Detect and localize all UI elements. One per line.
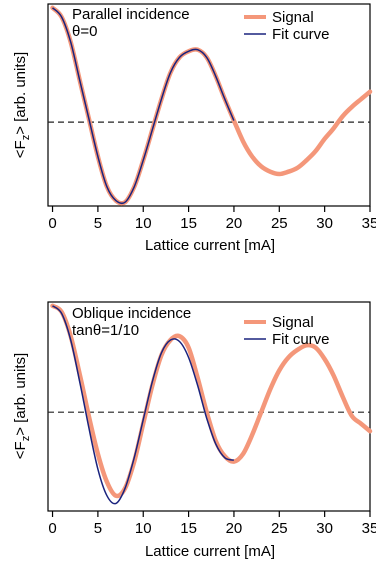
x-tick-label: 35 bbox=[362, 520, 376, 537]
legend-fit-curve-label: Fit curve bbox=[272, 26, 330, 43]
annotation-line-1: Oblique incidence bbox=[72, 305, 191, 322]
legend: Signal Fit curve bbox=[244, 9, 330, 43]
x-tick-label: 5 bbox=[94, 215, 102, 232]
x-axis-label: Lattice current [mA] bbox=[145, 543, 275, 560]
x-tick-label: 15 bbox=[180, 215, 197, 232]
x-tick-label: 20 bbox=[226, 520, 243, 537]
legend-fit-curve-label: Fit curve bbox=[272, 331, 330, 348]
annotation-line-1: Parallel incidence bbox=[72, 6, 190, 23]
x-tick-label: 30 bbox=[316, 520, 333, 537]
x-tick-label: 10 bbox=[135, 520, 152, 537]
x-tick-label: 0 bbox=[48, 215, 56, 232]
legend: Signal Fit curve bbox=[244, 314, 330, 348]
parallel-incidence-panel: 0 5 10 15 20 25 30 35 Parallel incidence θ=0 Si… bbox=[12, 3, 376, 254]
legend-signal-label: Signal bbox=[272, 314, 314, 331]
x-tick-label: 35 bbox=[362, 215, 376, 232]
x-tick-label: 25 bbox=[271, 520, 288, 537]
y-axis-label: <Fz> [arb. units] bbox=[12, 52, 32, 158]
x-tick-label: 10 bbox=[135, 215, 152, 232]
x-tick-label: 20 bbox=[226, 215, 243, 232]
x-tick-label: 0 bbox=[48, 520, 56, 537]
signal-series-line bbox=[50, 303, 373, 499]
annotation-line-2: θ=0 bbox=[72, 23, 97, 40]
plot-frame bbox=[47, 3, 371, 207]
y-axis-label: <Fz> [arb. units] bbox=[12, 353, 32, 459]
fit-curve-series-line bbox=[52, 305, 235, 505]
x-ticks: 0 5 10 15 20 25 30 35 bbox=[48, 511, 376, 537]
x-tick-label: 5 bbox=[94, 520, 102, 537]
x-tick-label: 30 bbox=[316, 215, 333, 232]
x-tick-label: 25 bbox=[271, 215, 288, 232]
x-axis-label: Lattice current [mA] bbox=[145, 237, 275, 254]
annotation-line-2: tanθ=1/10 bbox=[72, 322, 139, 339]
oblique-incidence-panel: 0 5 10 15 20 25 30 35 Oblique incidence tanθ=1/… bbox=[12, 301, 376, 560]
plot-frame bbox=[47, 301, 371, 512]
x-ticks: 0 5 10 15 20 25 30 35 bbox=[48, 206, 376, 232]
fit-curve-series-line bbox=[51, 7, 235, 205]
legend-signal-label: Signal bbox=[272, 9, 314, 26]
x-tick-label: 15 bbox=[180, 520, 197, 537]
